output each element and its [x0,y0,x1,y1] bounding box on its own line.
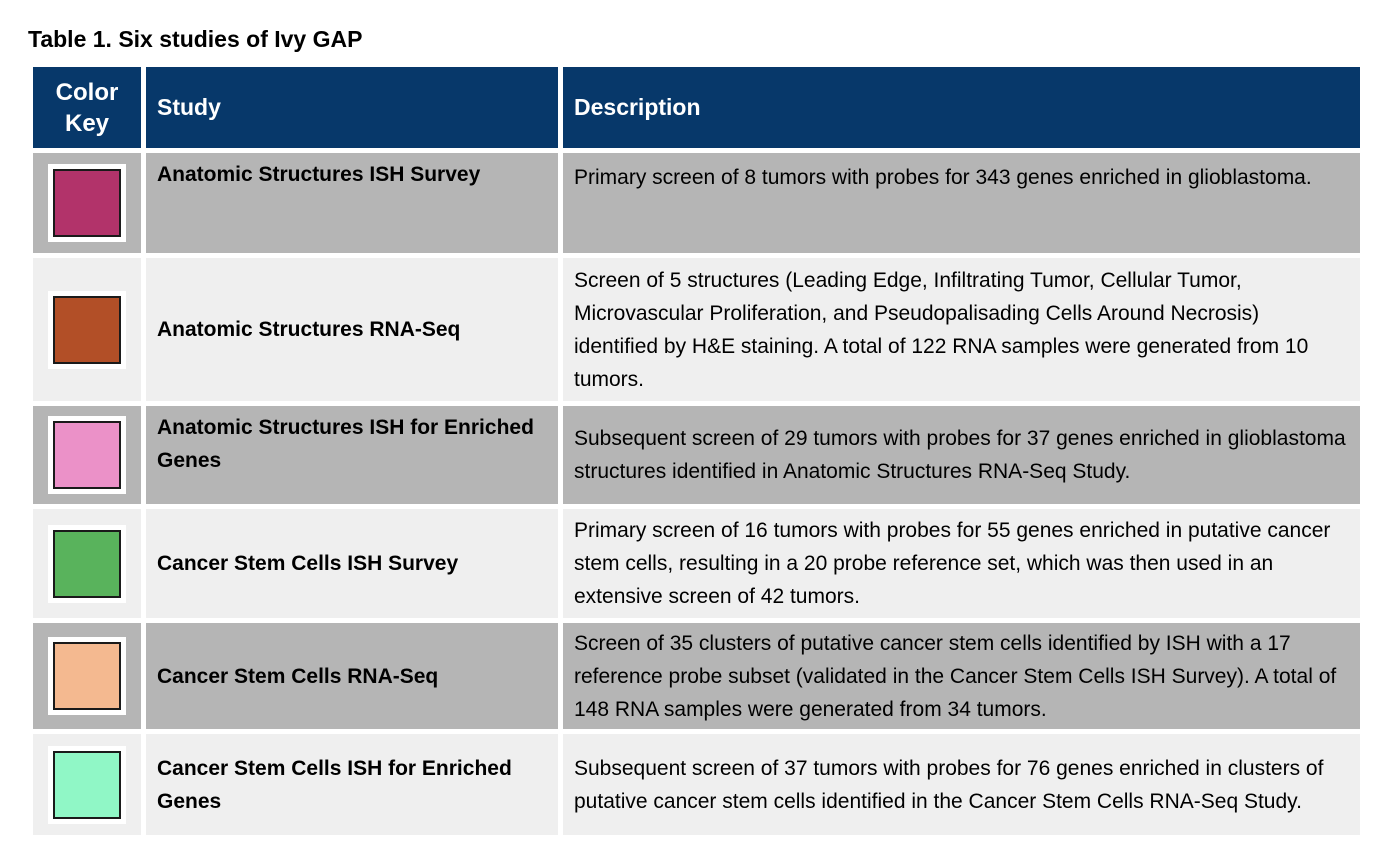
color-key-cell [28,504,146,623]
color-swatch-frame [48,416,126,494]
color-swatch-frame [48,290,126,369]
color-swatch [53,169,121,237]
color-swatch-frame [48,745,126,824]
color-key-cell [28,618,146,734]
table-row: Cancer Stem Cells ISH for Enriched Genes… [28,729,1365,840]
study-name: Anatomic Structures ISH Survey [141,148,563,258]
color-swatch-frame [48,164,126,242]
study-description: Screen of 5 structures (Leading Edge, In… [558,253,1365,406]
studies-table: Color Key Study Description Anatomic Str… [28,62,1365,840]
study-name: Anatomic Structures RNA-Seq [141,253,563,406]
color-key-header-line2: Key [64,109,110,137]
color-swatch-frame [48,637,126,715]
study-header: Study [141,62,563,153]
color-key-header-line1: Color [55,78,119,106]
table-row: Cancer Stem Cells RNA-Seq Screen of 35 c… [28,618,1365,734]
table-header-row: Color Key Study Description [28,62,1365,153]
study-description: Primary screen of 8 tumors with probes f… [558,148,1365,258]
color-key-cell [28,148,146,258]
color-key-cell [28,253,146,406]
color-swatch [53,750,121,819]
color-swatch [53,529,121,598]
table-row: Anatomic Structures RNA-Seq Screen of 5 … [28,253,1365,406]
table-caption: Table 1. Six studies of Ivy GAP [28,26,363,52]
color-key-cell [28,401,146,509]
table-row: Anatomic Structures ISH for Enriched Gen… [28,401,1365,509]
color-swatch-frame [48,524,126,603]
study-description: Subsequent screen of 37 tumors with prob… [558,729,1365,840]
color-swatch [53,421,121,489]
study-name: Anatomic Structures ISH for Enriched Gen… [141,401,563,509]
study-name: Cancer Stem Cells ISH for Enriched Genes [141,729,563,840]
study-description: Screen of 35 clusters of putative cancer… [558,618,1365,734]
study-name: Cancer Stem Cells RNA-Seq [141,618,563,734]
study-name: Cancer Stem Cells ISH Survey [141,504,563,623]
color-key-header: Color Key [28,62,146,153]
study-description: Subsequent screen of 29 tumors with prob… [558,401,1365,509]
table-row: Anatomic Structures ISH Survey Primary s… [28,148,1365,258]
color-key-cell [28,729,146,840]
color-swatch [53,642,121,710]
table-row: Cancer Stem Cells ISH Survey Primary scr… [28,504,1365,623]
study-description: Primary screen of 16 tumors with probes … [558,504,1365,623]
color-swatch [53,295,121,364]
description-header: Description [558,62,1365,153]
